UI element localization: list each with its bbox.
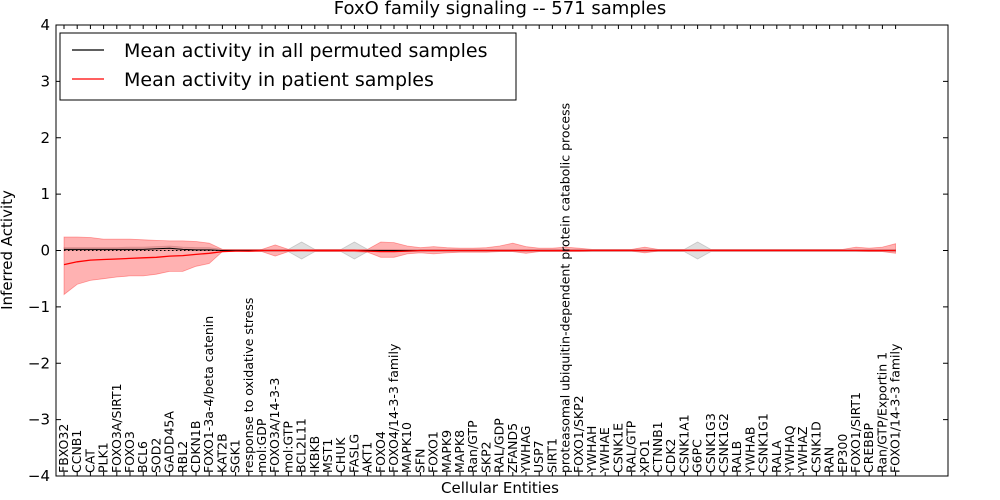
x-tick-label: MAPK10 <box>399 422 414 473</box>
x-tick-label: FOXO1/14-3-3 family <box>888 343 903 473</box>
legend-box <box>59 32 517 101</box>
y-tick-label: 3 <box>40 72 50 90</box>
y-axis: 4 3 2 1 0 −1 −2 −3 −4 <box>28 16 948 485</box>
x-tick-label: CSNK1D <box>808 421 823 473</box>
x-tick-label: EP300 <box>835 434 850 473</box>
x-tick-label: GADD45A <box>162 411 177 473</box>
x-tick-label: SKP2 <box>478 441 493 473</box>
x-tick-label: response to oxidative stress <box>241 298 256 473</box>
legend-label-patient: Mean activity in patient samples <box>124 69 434 91</box>
x-tick-label: USP7 <box>531 440 546 473</box>
x-tick-label: G6PC <box>690 439 705 473</box>
x-tick-label: RAL/GTP <box>624 420 639 473</box>
x-tick-label: YWHAQ <box>782 425 797 474</box>
x-tick-label: FOXO3 <box>122 431 137 473</box>
x-tick-label: mol:GTP <box>280 421 295 473</box>
x-axis-label: Cellular Entities <box>441 479 559 497</box>
confidence-bands <box>63 236 896 296</box>
x-tick-label: RBL2 <box>175 441 190 473</box>
x-tick-label: proteasomal ubiquitin-dependent protein … <box>558 103 573 473</box>
x-tick-label: MST1 <box>320 439 335 473</box>
legend: Mean activity in all permuted samples Me… <box>59 32 517 101</box>
x-tick-label: SFN <box>412 449 427 473</box>
x-tick-label: Ran/GTP/Exportin 1 <box>874 352 889 473</box>
x-tick-label: RAN <box>822 447 837 473</box>
x-tick-label: FOXO1-3a-4/beta catenin <box>201 316 216 473</box>
plot-frame <box>55 24 949 477</box>
x-tick-label: FOXO3A/14-3-3 <box>267 378 282 473</box>
x-tick-label: XPO1 <box>637 439 652 473</box>
y-tick-label: 4 <box>40 16 50 34</box>
x-tick-label: FOXO1 <box>426 431 441 473</box>
y-tick-label: −3 <box>28 411 50 429</box>
x-tick-label: YWHAE <box>597 427 612 474</box>
x-tick-label: MAPK9 <box>439 430 454 473</box>
x-tick-label: ZFAND5 <box>505 423 520 473</box>
y-tick-label: −4 <box>28 467 50 485</box>
x-tick-label: FBXO32 <box>56 424 71 473</box>
line-patient <box>63 249 896 266</box>
x-tick-label: YWHAH <box>584 426 599 474</box>
x-tick-label: RALA <box>769 440 784 473</box>
y-tick-label: 1 <box>40 185 50 203</box>
x-tick-label: KAT2B <box>214 433 229 473</box>
x-tick-label: CSNK1G3 <box>703 413 718 473</box>
y-tick-label: 2 <box>40 129 50 147</box>
x-tick-label: Ran/GTP <box>465 420 480 473</box>
x-tick-label: RAL/GDP <box>492 418 507 473</box>
x-tick-label: FOXO3A/SIRT1 <box>109 383 124 473</box>
x-tick-label: mol:GDP <box>254 418 269 473</box>
band-patient <box>63 236 896 296</box>
x-tick-label: FOXO4 <box>373 431 388 473</box>
x-axis: FBXO32CCNB1CATPLK1FOXO3A/SIRT1FOXO3BCL6S… <box>56 25 903 476</box>
chart-title: FoxO family signaling -- 571 samples <box>334 0 666 19</box>
x-tick-label: CSNK1G1 <box>756 413 771 473</box>
x-tick-label: FOXO4/14-3-3 family <box>386 343 401 473</box>
x-tick-label: SOD2 <box>148 438 163 473</box>
y-tick-label: 0 <box>40 242 50 260</box>
x-tick-label: CSNK1G2 <box>716 413 731 473</box>
x-tick-label: CDK2 <box>663 438 678 473</box>
y-tick-label: −2 <box>28 354 50 372</box>
x-tick-label: CTNNB1 <box>650 421 665 473</box>
x-tick-label: PLK1 <box>96 442 111 473</box>
x-tick-label: AKT1 <box>360 442 375 473</box>
x-tick-label: BCL2L11 <box>294 418 309 473</box>
x-tick-label: CCNB1 <box>69 430 84 473</box>
x-tick-label: CDKN1B <box>188 421 203 473</box>
series-lines <box>63 247 896 266</box>
x-tick-label: FOXO1/SIRT1 <box>848 392 863 473</box>
y-tick-label: −1 <box>28 298 50 316</box>
x-tick-label: BCL6 <box>135 441 150 473</box>
x-tick-label: CHUK <box>333 437 348 473</box>
x-tick-label: CSNK1A1 <box>676 414 691 473</box>
x-tick-label: IKBKB <box>307 436 322 473</box>
x-tick-label: SIRT1 <box>544 438 559 473</box>
x-tick-label: YWHAG <box>518 426 533 474</box>
x-tick-label: RALB <box>729 441 744 473</box>
y-axis-label: Inferred Activity <box>0 190 16 310</box>
x-tick-label: MAPK8 <box>452 430 467 473</box>
x-tick-label: YWHAZ <box>795 426 810 474</box>
x-tick-label: CSNK1E <box>610 423 625 473</box>
x-tick-label: FOXO1/SKP2 <box>571 395 586 473</box>
legend-label-permuted: Mean activity in all permuted samples <box>124 40 487 62</box>
x-tick-label: CAT <box>82 449 97 473</box>
x-tick-label: CREBBP <box>861 423 876 473</box>
x-tick-label: SGK1 <box>228 439 243 473</box>
x-tick-label: FASLG <box>346 434 361 473</box>
x-tick-label: YWHAB <box>742 426 757 474</box>
